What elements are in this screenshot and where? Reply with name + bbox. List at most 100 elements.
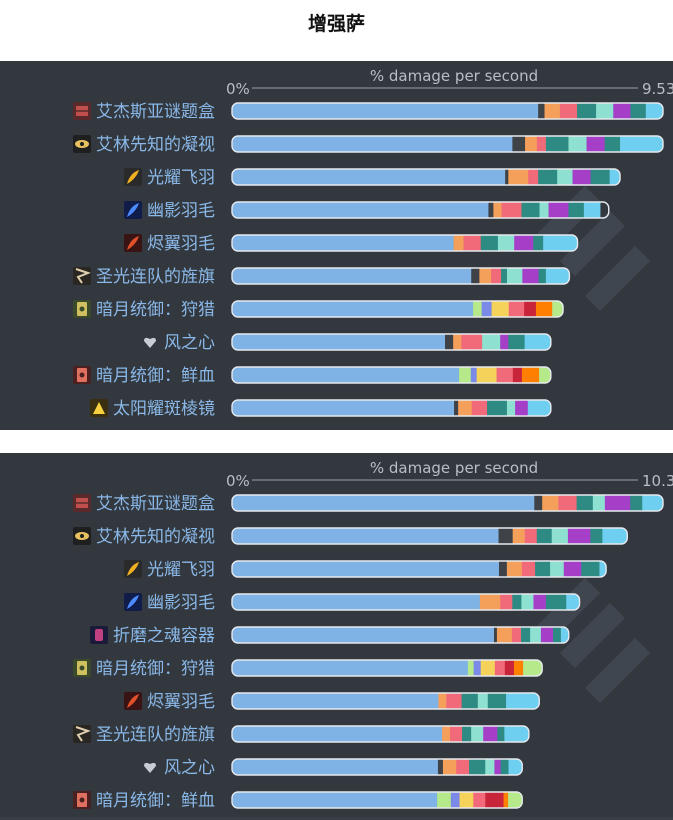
bar-segment[interactable]: [487, 400, 508, 416]
bar-segment[interactable]: [503, 792, 509, 808]
bar-segment[interactable]: [482, 334, 501, 350]
bar-segment[interactable]: [513, 660, 524, 676]
bar-segment[interactable]: [506, 268, 523, 284]
bar-segment[interactable]: [533, 235, 544, 251]
bar-label[interactable]: 艾杰斯亚谜题盒: [96, 494, 215, 514]
bar-segment[interactable]: [512, 594, 522, 610]
bar-segment[interactable]: [501, 202, 522, 218]
bar-segment[interactable]: [496, 367, 514, 383]
bar-segment[interactable]: [558, 495, 577, 511]
bar-segment[interactable]: [462, 726, 472, 742]
bar-segment[interactable]: [581, 561, 600, 577]
bar-segment[interactable]: [438, 693, 447, 709]
bar-segment[interactable]: [540, 627, 554, 643]
bar-label[interactable]: 风之心: [164, 333, 215, 353]
bar-segment[interactable]: [536, 528, 553, 544]
bar-segment[interactable]: [232, 627, 495, 643]
bar-label[interactable]: 暗月统御：狩猎: [96, 300, 215, 320]
bar-segment[interactable]: [538, 103, 545, 119]
bar-segment[interactable]: [506, 693, 540, 709]
bar-label[interactable]: 暗月统御：鲜血: [96, 366, 215, 386]
bar-segment[interactable]: [568, 136, 587, 152]
bar-segment[interactable]: [550, 561, 565, 577]
bar-segment[interactable]: [232, 792, 438, 808]
bar-segment[interactable]: [642, 495, 663, 511]
bar-segment[interactable]: [494, 759, 501, 775]
bar-segment[interactable]: [476, 367, 497, 383]
bar-segment[interactable]: [498, 561, 508, 577]
bar-segment[interactable]: [232, 759, 439, 775]
bar-segment[interactable]: [453, 334, 462, 350]
bar-segment[interactable]: [446, 693, 462, 709]
bar-segment[interactable]: [471, 726, 484, 742]
bar-segment[interactable]: [470, 367, 477, 383]
bar-segment[interactable]: [456, 759, 470, 775]
bar-segment[interactable]: [514, 235, 534, 251]
bar-segment[interactable]: [630, 103, 647, 119]
bar-segment[interactable]: [232, 136, 513, 152]
bar-segment[interactable]: [453, 235, 464, 251]
bar-segment[interactable]: [583, 202, 601, 218]
bar-segment[interactable]: [508, 301, 525, 317]
bar-segment[interactable]: [467, 660, 474, 676]
bar-segment[interactable]: [545, 268, 570, 284]
bar-segment[interactable]: [232, 235, 454, 251]
bar-segment[interactable]: [437, 759, 444, 775]
bar-segment[interactable]: [232, 367, 460, 383]
bar-segment[interactable]: [613, 103, 631, 119]
bar-segment[interactable]: [533, 594, 547, 610]
bar-segment[interactable]: [539, 367, 551, 383]
bar-segment[interactable]: [566, 594, 580, 610]
bar-segment[interactable]: [491, 268, 502, 284]
bar-segment[interactable]: [471, 400, 488, 416]
bar-segment[interactable]: [494, 627, 498, 643]
bar-segment[interactable]: [645, 103, 663, 119]
bar-segment[interactable]: [493, 202, 502, 218]
bar-segment[interactable]: [437, 792, 452, 808]
bar-segment[interactable]: [483, 726, 498, 742]
bar-segment[interactable]: [512, 528, 526, 544]
bar-segment[interactable]: [473, 301, 482, 317]
bar-segment[interactable]: [487, 693, 507, 709]
bar-segment[interactable]: [442, 759, 457, 775]
bar-segment[interactable]: [596, 103, 614, 119]
bar-segment[interactable]: [481, 301, 492, 317]
bar-segment[interactable]: [552, 301, 564, 317]
bar-segment[interactable]: [477, 693, 489, 709]
bar-segment[interactable]: [232, 301, 474, 317]
bar-segment[interactable]: [471, 268, 480, 284]
bar-segment[interactable]: [488, 202, 494, 218]
bar-segment[interactable]: [592, 495, 606, 511]
bar-segment[interactable]: [473, 792, 486, 808]
bar-label[interactable]: 幽影羽毛: [147, 593, 215, 613]
bar-label[interactable]: 暗月统御：鲜血: [96, 791, 215, 811]
bar-label[interactable]: 烬翼羽毛: [147, 234, 215, 254]
bar-segment[interactable]: [461, 693, 479, 709]
bar-segment[interactable]: [572, 169, 591, 185]
bar-segment[interactable]: [480, 235, 499, 251]
bar-label[interactable]: 光耀飞羽: [147, 560, 215, 580]
bar-segment[interactable]: [559, 103, 578, 119]
bar-segment[interactable]: [512, 136, 526, 152]
bar-segment[interactable]: [512, 367, 523, 383]
bar-segment[interactable]: [485, 759, 495, 775]
bar-segment[interactable]: [505, 169, 509, 185]
bar-segment[interactable]: [461, 334, 483, 350]
bar-segment[interactable]: [508, 334, 525, 350]
bar-segment[interactable]: [508, 792, 523, 808]
bar-segment[interactable]: [530, 627, 542, 643]
bar-label[interactable]: 艾林先知的凝视: [96, 527, 215, 547]
bar-segment[interactable]: [496, 627, 513, 643]
bar-segment[interactable]: [577, 103, 597, 119]
bar-segment[interactable]: [232, 268, 472, 284]
bar-segment[interactable]: [454, 400, 459, 416]
bar-segment[interactable]: [500, 594, 513, 610]
bar-label[interactable]: 风之心: [164, 758, 215, 778]
bar-segment[interactable]: [506, 561, 523, 577]
bar-segment[interactable]: [504, 660, 515, 676]
bar-segment[interactable]: [521, 561, 536, 577]
bar-segment[interactable]: [557, 169, 573, 185]
bar-segment[interactable]: [522, 268, 539, 284]
bar-segment[interactable]: [500, 759, 509, 775]
bar-segment[interactable]: [586, 136, 605, 152]
